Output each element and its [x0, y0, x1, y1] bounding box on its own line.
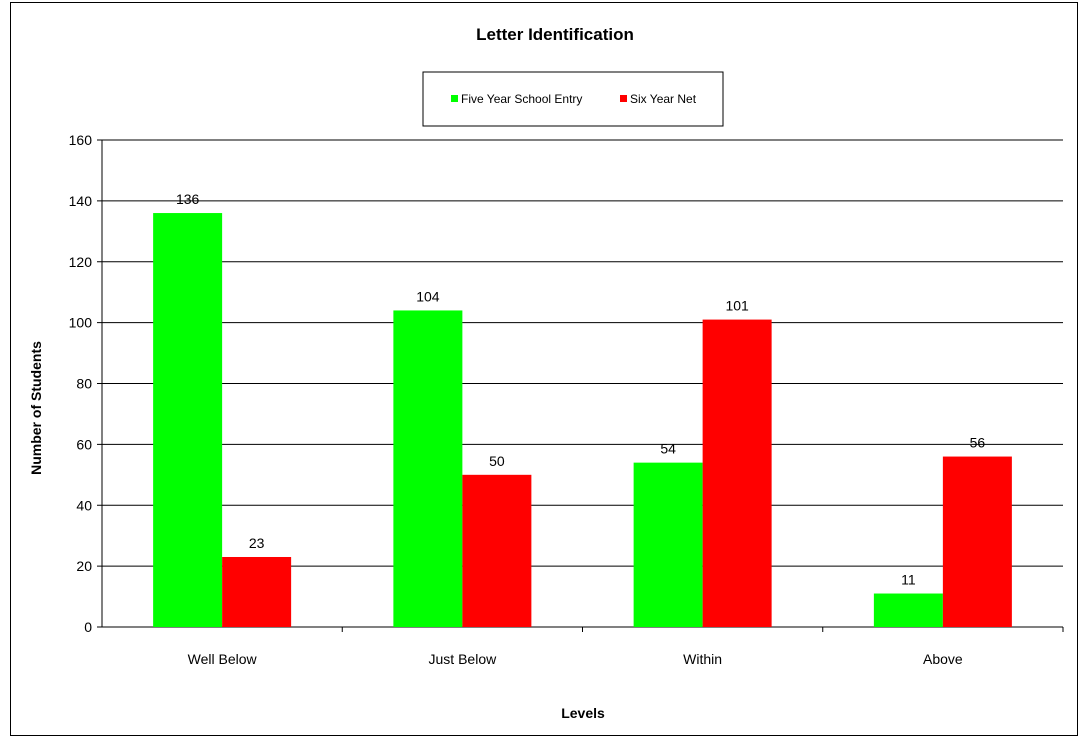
x-axis-ticks: Well Below Just Below Within Above: [188, 627, 1064, 667]
bar: [702, 319, 772, 627]
data-label: 11: [901, 572, 916, 588]
y-tick-label: 0: [84, 619, 92, 635]
x-tick-label: Within: [683, 651, 722, 667]
x-axis-title: Levels: [561, 705, 605, 721]
y-tick-label: 20: [76, 558, 92, 574]
bar: [942, 456, 1012, 627]
data-label: 101: [725, 298, 749, 314]
bar: [153, 213, 223, 628]
legend-swatch-five-year: [451, 95, 458, 102]
bar: [873, 593, 943, 627]
y-tick-label: 40: [76, 497, 92, 513]
chart-title: Letter Identification: [476, 25, 634, 44]
data-label: 50: [489, 453, 505, 469]
x-tick-label: Above: [923, 651, 963, 667]
legend: Five Year School Entry Six Year Net: [422, 71, 724, 127]
y-axis-title: Number of Students: [28, 341, 44, 475]
bar: [633, 462, 703, 627]
y-tick-label: 160: [69, 132, 93, 148]
bar: [222, 556, 292, 627]
legend-box: [422, 71, 724, 127]
x-tick-label: Well Below: [188, 651, 258, 667]
legend-label-five-year: Five Year School Entry: [461, 92, 582, 106]
y-tick-label: 100: [69, 315, 93, 331]
x-tick-label: Just Below: [429, 651, 498, 667]
data-label: 56: [970, 435, 986, 451]
bar: [462, 474, 532, 627]
data-label: 23: [249, 535, 265, 551]
legend-swatch-six-year: [620, 95, 627, 102]
y-tick-label: 120: [69, 254, 93, 270]
data-labels: 136 23 104 50 54 101 11 56: [176, 191, 985, 587]
bar: [393, 310, 463, 627]
bars: [153, 213, 1012, 628]
y-tick-label: 140: [69, 193, 93, 209]
y-tick-label: 60: [76, 436, 92, 452]
gridlines: [102, 139, 1063, 567]
data-label: 136: [176, 191, 200, 207]
y-tick-label: 80: [76, 376, 92, 392]
legend-label-six-year: Six Year Net: [630, 92, 697, 106]
data-label: 104: [416, 288, 440, 304]
data-label: 54: [660, 441, 676, 457]
